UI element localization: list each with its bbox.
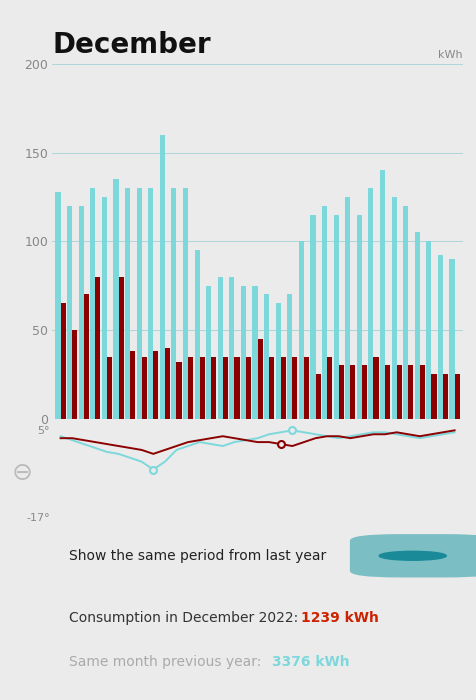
- Text: Show the same period from last year: Show the same period from last year: [69, 549, 326, 563]
- Bar: [426, 241, 430, 419]
- Bar: [367, 188, 373, 419]
- Bar: [141, 356, 147, 419]
- Bar: [292, 356, 297, 419]
- Circle shape: [378, 552, 446, 560]
- Text: ⊖: ⊖: [11, 461, 32, 486]
- Bar: [171, 188, 176, 419]
- Text: 1239 kWh: 1239 kWh: [300, 611, 378, 625]
- Bar: [338, 365, 343, 419]
- Bar: [315, 374, 320, 419]
- Bar: [183, 188, 188, 419]
- Bar: [107, 356, 112, 419]
- Bar: [125, 188, 130, 419]
- Bar: [229, 276, 234, 419]
- Text: December: December: [52, 32, 211, 60]
- Bar: [349, 365, 355, 419]
- Bar: [430, 374, 436, 419]
- Bar: [280, 356, 285, 419]
- Bar: [252, 286, 257, 419]
- Bar: [407, 365, 413, 419]
- Bar: [414, 232, 419, 419]
- Bar: [101, 197, 107, 419]
- Bar: [442, 374, 447, 419]
- Bar: [275, 303, 280, 419]
- Bar: [194, 250, 199, 419]
- Bar: [333, 215, 338, 419]
- Bar: [402, 206, 407, 419]
- Bar: [84, 295, 89, 419]
- Text: kWh: kWh: [437, 50, 462, 60]
- Bar: [345, 197, 349, 419]
- Bar: [217, 276, 222, 419]
- Bar: [268, 356, 274, 419]
- Bar: [188, 356, 193, 419]
- Bar: [321, 206, 327, 419]
- FancyBboxPatch shape: [349, 534, 476, 578]
- Bar: [118, 276, 123, 419]
- Bar: [419, 365, 424, 419]
- Bar: [199, 356, 204, 419]
- Bar: [356, 215, 361, 419]
- Legend: 2021, 2022: 2021, 2022: [316, 445, 454, 461]
- Bar: [303, 356, 308, 419]
- Bar: [391, 197, 396, 419]
- Bar: [310, 215, 315, 419]
- Bar: [361, 365, 366, 419]
- Text: Consumption in December 2022:: Consumption in December 2022:: [69, 611, 302, 625]
- Bar: [67, 206, 72, 419]
- Bar: [384, 365, 389, 419]
- Bar: [153, 351, 158, 419]
- Bar: [327, 356, 331, 419]
- Bar: [396, 365, 401, 419]
- Bar: [448, 259, 454, 419]
- Bar: [55, 192, 60, 419]
- Bar: [454, 374, 459, 419]
- Bar: [79, 206, 84, 419]
- Bar: [148, 188, 153, 419]
- Bar: [240, 286, 246, 419]
- Bar: [234, 356, 239, 419]
- Bar: [373, 356, 378, 419]
- Bar: [206, 286, 211, 419]
- Bar: [165, 348, 169, 419]
- Text: Same month previous year:: Same month previous year:: [69, 655, 265, 669]
- Bar: [130, 351, 135, 419]
- Bar: [211, 356, 216, 419]
- Bar: [176, 362, 181, 419]
- Bar: [264, 295, 268, 419]
- Bar: [113, 179, 118, 419]
- Bar: [437, 256, 442, 419]
- Bar: [298, 241, 303, 419]
- Bar: [159, 135, 165, 419]
- Bar: [60, 303, 66, 419]
- Text: 3376 kWh: 3376 kWh: [271, 655, 349, 669]
- Bar: [379, 170, 384, 419]
- Bar: [136, 188, 141, 419]
- Bar: [257, 339, 262, 419]
- Bar: [90, 188, 95, 419]
- Bar: [222, 356, 228, 419]
- Bar: [72, 330, 77, 419]
- Bar: [95, 276, 100, 419]
- Bar: [287, 295, 292, 419]
- Bar: [246, 356, 250, 419]
